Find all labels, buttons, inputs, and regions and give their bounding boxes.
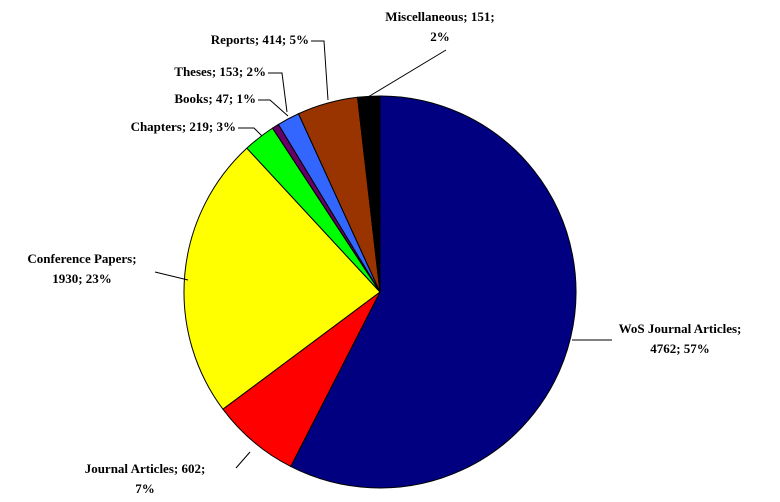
pie-slice	[290, 95, 577, 489]
slice-label: 2%	[430, 29, 450, 44]
slice-label: Conference Papers;	[27, 251, 136, 266]
slice-label: 7%	[135, 481, 155, 496]
leader-line	[311, 40, 329, 101]
slice-label: Theses; 153; 2%	[174, 64, 266, 79]
slice-label: Reports; 414; 5%	[211, 32, 309, 47]
slice-label: Chapters; 219; 3%	[131, 119, 236, 134]
leader-line	[238, 127, 263, 137]
leader-line	[258, 99, 289, 117]
slice-label: 4762; 57%	[650, 341, 710, 356]
slice-label: Journal Articles; 602;	[85, 461, 206, 476]
pie-slice	[183, 147, 381, 410]
leader-line	[235, 451, 251, 469]
slice-label: Books; 47; 1%	[174, 91, 256, 106]
leader-line	[367, 49, 447, 98]
leader-line	[268, 72, 288, 113]
slice-label: Miscellaneous; 151;	[385, 9, 494, 24]
slice-label: 1930; 23%	[52, 271, 112, 286]
slice-label: WoS Journal Articles;	[619, 321, 742, 336]
leader-line	[154, 271, 189, 281]
